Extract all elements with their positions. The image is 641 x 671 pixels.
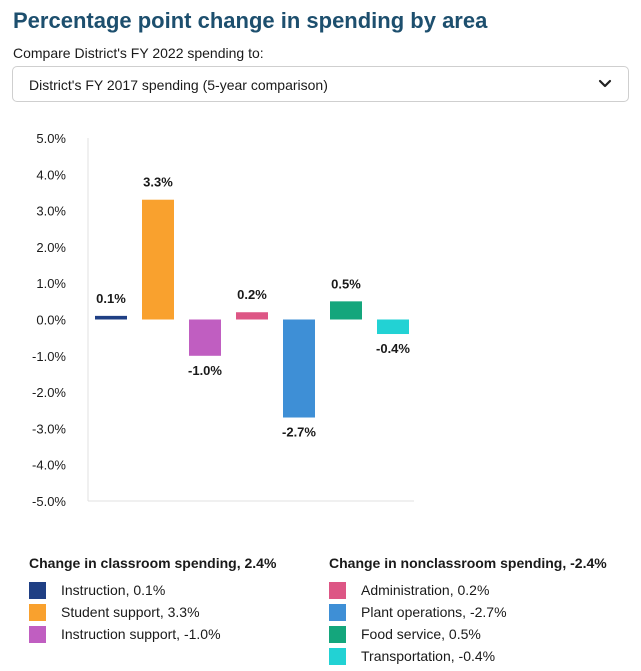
legend-swatch [29, 625, 46, 643]
legend-item-student-support: Student support, 3.3% [29, 601, 276, 623]
bar-value-label: -1.0% [188, 363, 222, 378]
y-tick-label: 2.0% [36, 240, 66, 255]
y-tick-label: 0.0% [36, 313, 66, 328]
y-tick-label: 1.0% [36, 276, 66, 291]
legend-item-plant-operations: Plant operations, -2.7% [329, 601, 607, 623]
legend-nonclassroom: Change in nonclassroom spending, -2.4% A… [329, 555, 607, 667]
legend-item-instruction-support: Instruction support, -1.0% [29, 623, 276, 645]
legend-classroom-title: Change in classroom spending, 2.4% [29, 555, 277, 571]
bar-student-support [142, 199, 174, 320]
y-tick-label: -3.0% [32, 421, 66, 436]
bar-administration [236, 312, 268, 320]
y-tick-label: 4.0% [36, 167, 66, 182]
bar-chart: 5.0% 4.0% 3.0% 2.0% 1.0% 0.0% -1.0% -2.0% -3.0% -… [32, 131, 414, 509]
comparison-select[interactable]: District's FY 2017 spending (5-year comp… [12, 66, 629, 102]
bar-value-label: 0.2% [237, 287, 267, 302]
bars [95, 199, 409, 418]
legend-nonclassroom-title: Change in nonclassroom spending, -2.4% [329, 555, 607, 571]
legend-label: Student support, 3.3% [61, 603, 200, 620]
legend-classroom: Change in classroom spending, 2.4% Instr… [29, 555, 276, 645]
bar-instruction-support [189, 319, 221, 356]
legend-label: Instruction, 0.1% [61, 581, 166, 598]
y-tick-label: -5.0% [32, 494, 66, 509]
legend-item-transportation: Transportation, -0.4% [329, 645, 607, 667]
legend-label: Instruction support, -1.0% [61, 625, 221, 642]
bar-instruction [95, 315, 127, 320]
legend-swatch [329, 581, 346, 599]
comparison-select-value: District's FY 2017 spending (5-year comp… [29, 77, 328, 93]
bar-plant-operations [283, 319, 315, 418]
chevron-down-icon [598, 79, 612, 88]
y-tick-label: -4.0% [32, 458, 66, 473]
bar-value-labels: 0.1% 3.3% -1.0% 0.2% -2.7% 0.5% -0.4% [96, 175, 410, 440]
legend-label: Food service, 0.5% [361, 625, 481, 642]
bar-value-label: -2.7% [282, 425, 316, 440]
legend-swatch [329, 625, 346, 643]
compare-label: Compare District's FY 2022 spending to: [13, 45, 264, 61]
y-tick-label: -1.0% [32, 349, 66, 364]
bar-value-label: 0.5% [331, 276, 361, 291]
bar-food-service [330, 301, 362, 320]
y-tick-label: -2.0% [32, 385, 66, 400]
legend-label: Administration, 0.2% [361, 581, 490, 598]
legend-label: Plant operations, -2.7% [361, 603, 507, 620]
y-tick-label: 5.0% [36, 131, 66, 146]
y-tick-label: 3.0% [36, 204, 66, 219]
bar-transportation [377, 319, 409, 335]
legend-swatch [329, 647, 346, 665]
legend-swatch [29, 603, 46, 621]
bar-value-label: 3.3% [143, 175, 173, 190]
y-tick-labels: 5.0% 4.0% 3.0% 2.0% 1.0% 0.0% -1.0% -2.0% -3.0% -… [32, 131, 66, 509]
legend-item-food-service: Food service, 0.5% [329, 623, 607, 645]
legend-label: Transportation, -0.4% [361, 647, 496, 664]
legend-swatch [29, 581, 46, 599]
legend-item-instruction: Instruction, 0.1% [29, 579, 276, 601]
page-title: Percentage point change in spending by a… [13, 8, 488, 33]
bar-value-label: -0.4% [376, 341, 410, 356]
legend-item-administration: Administration, 0.2% [329, 579, 607, 601]
bar-value-label: 0.1% [96, 291, 126, 306]
legend-swatch [329, 603, 346, 621]
